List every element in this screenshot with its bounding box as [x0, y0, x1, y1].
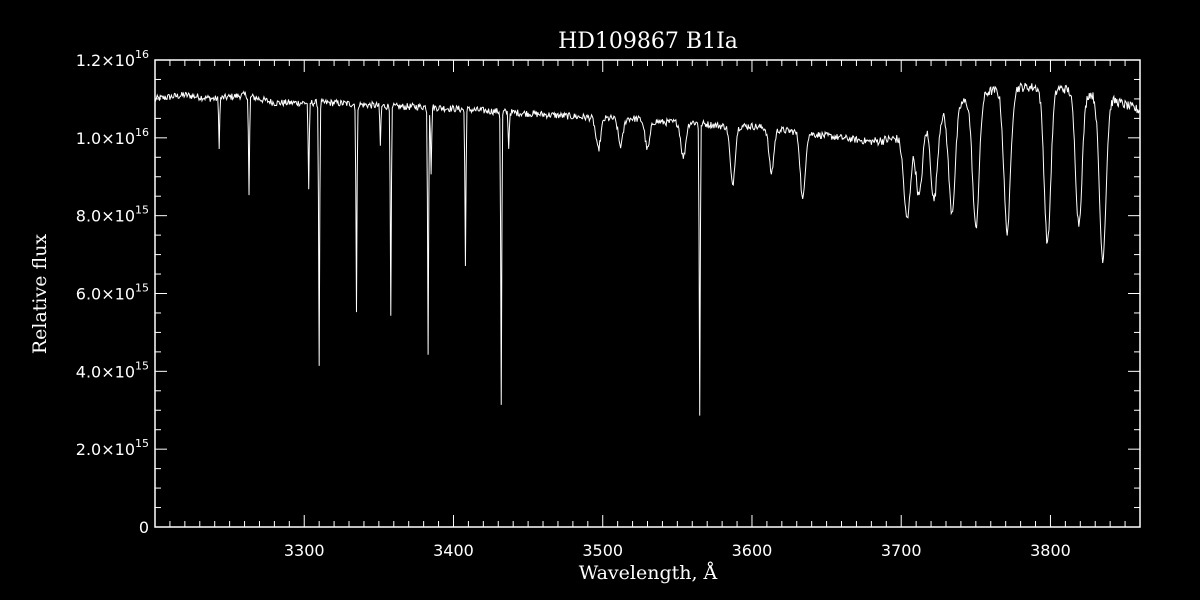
y-tick-label: 8.0×1015 [76, 204, 149, 226]
x-tick-label: 3800 [1030, 541, 1071, 560]
x-tick-label: 3700 [881, 541, 922, 560]
x-tick-label: 3300 [284, 541, 325, 560]
x-axis-label: Wavelength, Å [579, 562, 718, 584]
y-tick-label: 1.0×1016 [76, 126, 149, 148]
chart-title: HD109867 B1Ia [558, 29, 738, 54]
x-tick-label: 3600 [732, 541, 773, 560]
y-tick-label: 2.0×1015 [76, 437, 149, 459]
x-tick-labels: 3300 3400 3500 3600 3700 3800 [284, 541, 1071, 560]
y-tick-label: 4.0×1015 [76, 359, 149, 381]
x-tick-label: 3400 [433, 541, 474, 560]
axis-ticks [155, 60, 1140, 527]
y-tick-labels: 0 2.0×1015 4.0×1015 6.0×1015 8.0×1015 1.0×101… [76, 48, 149, 537]
spectrum-line [154, 82, 1141, 416]
plot-frame [154, 59, 1141, 528]
x-tick-label: 3500 [582, 541, 623, 560]
y-tick-label: 6.0×1015 [76, 282, 149, 304]
y-tick-label: 1.2×1016 [76, 48, 149, 70]
y-axis-label: Relative flux [29, 234, 51, 355]
y-tick-label: 0 [139, 518, 149, 537]
